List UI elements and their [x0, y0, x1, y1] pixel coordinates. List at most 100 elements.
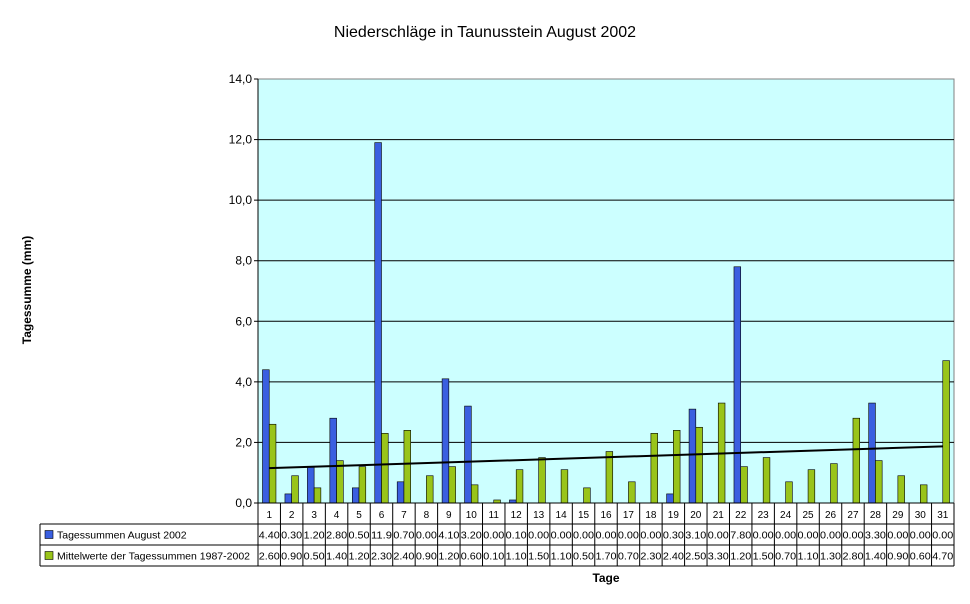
legend-swatch [44, 530, 54, 539]
x-tick-label: 8 [424, 510, 430, 521]
data-label: 0.70 [393, 531, 414, 542]
data-label: 0.60 [910, 552, 931, 563]
x-tick-label: 15 [578, 510, 590, 521]
data-label: 0.00 [932, 531, 953, 542]
y-tick-label: 2,0 [235, 435, 252, 449]
data-label: 1.10 [798, 552, 819, 563]
data-label: 0.00 [842, 531, 863, 542]
x-tick-label: 21 [713, 510, 725, 521]
bar-mittelwert [336, 460, 344, 504]
data-label: 4.10 [438, 531, 459, 542]
x-tick-label: 5 [356, 510, 362, 521]
data-label: 3.10 [685, 531, 706, 542]
trendline [269, 445, 943, 470]
data-label: 2.80 [842, 552, 863, 563]
bar-mittelwert [426, 475, 434, 504]
x-tick-label: 24 [780, 510, 792, 521]
data-label: 2.40 [663, 552, 684, 563]
x-tick-label: 22 [735, 510, 747, 521]
bar-mittelwert [628, 481, 636, 504]
data-label: 1.30 [820, 552, 841, 563]
y-tick-label: 12,0 [229, 133, 253, 147]
bar-mittelwert [920, 484, 928, 504]
data-label: 0.00 [618, 531, 639, 542]
plot-background [257, 78, 955, 504]
bar-mittelwert [358, 466, 367, 504]
y-tick-label: 4,0 [235, 375, 252, 389]
x-tick-label: 1 [266, 510, 272, 521]
x-tick-label: 11 [489, 510, 500, 521]
bar-mittelwert [605, 451, 614, 504]
data-label: 3.30 [865, 531, 886, 542]
bar-mittelwert [583, 487, 591, 504]
bar-mittelwert [560, 469, 569, 504]
data-label: 0.00 [528, 531, 549, 542]
data-label: 4.70 [932, 552, 953, 563]
data-label: 0.50 [349, 531, 370, 542]
legend-entry: Mittelwerte der Tagessummen 1987-2002 [57, 551, 250, 563]
x-tick-label: 7 [401, 510, 407, 521]
y-tick-label: 6,0 [235, 314, 252, 328]
bar-tagessumme [666, 493, 674, 504]
bar-mittelwert [515, 469, 524, 504]
bar-mittelwert [291, 475, 299, 504]
bar-mittelwert [785, 481, 793, 504]
bar-mittelwert [740, 466, 748, 504]
data-label: 0.00 [798, 531, 819, 542]
data-label: 1.20 [349, 552, 370, 563]
data-label: 11.9 [371, 531, 392, 542]
x-tick-label: 10 [466, 510, 478, 521]
data-label: 0.10 [506, 531, 527, 542]
y-tick-label: 8,0 [235, 254, 252, 268]
data-label: 1.20 [438, 552, 459, 563]
bar-mittelwert [807, 469, 816, 504]
bar-mittelwert [762, 457, 771, 504]
x-tick-label: 2 [289, 510, 295, 521]
bar-mittelwert [403, 430, 411, 504]
x-tick-label: 30 [915, 510, 927, 521]
data-label: 2.50 [685, 552, 706, 563]
data-label: 0.90 [887, 552, 908, 563]
x-tick-label: 25 [803, 510, 815, 521]
data-label: 0.00 [775, 531, 796, 542]
data-label: 0.50 [304, 552, 325, 563]
data-label: 1.10 [551, 552, 572, 563]
bar-tagessumme [464, 405, 472, 504]
bar-mittelwert [673, 430, 681, 504]
data-label: 0.10 [483, 552, 504, 563]
bar-mittelwert [650, 433, 658, 504]
data-label: 4.40 [259, 531, 280, 542]
x-tick-label: 16 [600, 510, 612, 521]
x-tick-label: 28 [870, 510, 882, 521]
bar-mittelwert [470, 484, 479, 504]
x-tick-label: 23 [758, 510, 770, 521]
data-label: 0.00 [753, 531, 774, 542]
x-tick-label: 19 [668, 510, 680, 521]
data-label: 0.00 [416, 531, 437, 542]
x-axis-label: Tage [592, 571, 619, 585]
data-label: 0.00 [820, 531, 841, 542]
bar-mittelwert [830, 463, 838, 504]
data-label: 3.20 [461, 531, 482, 542]
bar-mittelwert [448, 466, 456, 504]
data-label: 0.00 [708, 531, 729, 542]
data-label: 0.50 [573, 552, 594, 563]
data-label: 0.00 [887, 531, 908, 542]
data-label: 1.10 [506, 552, 527, 563]
chart-title: Niederschläge in Taunusstein August 2002 [334, 24, 636, 41]
x-tick-label: 3 [311, 510, 317, 521]
data-label: 0.70 [618, 552, 639, 563]
data-label: 2.30 [640, 552, 661, 563]
x-tick-label: 17 [623, 510, 635, 521]
data-label: 0.00 [640, 531, 661, 542]
bar-mittelwert [313, 487, 322, 504]
data-label: 0.90 [281, 552, 302, 563]
bar-mittelwert [268, 423, 277, 504]
plot-area: 0,0 2,0 4,0 6,0 8,0 10,0 12,0 14,0 [229, 72, 955, 510]
bar-mittelwert [852, 417, 861, 504]
x-tick-label: 13 [533, 510, 545, 521]
bar-tagessumme [374, 142, 382, 504]
x-tick-label: 18 [645, 510, 657, 521]
data-label: 2.30 [371, 552, 392, 563]
